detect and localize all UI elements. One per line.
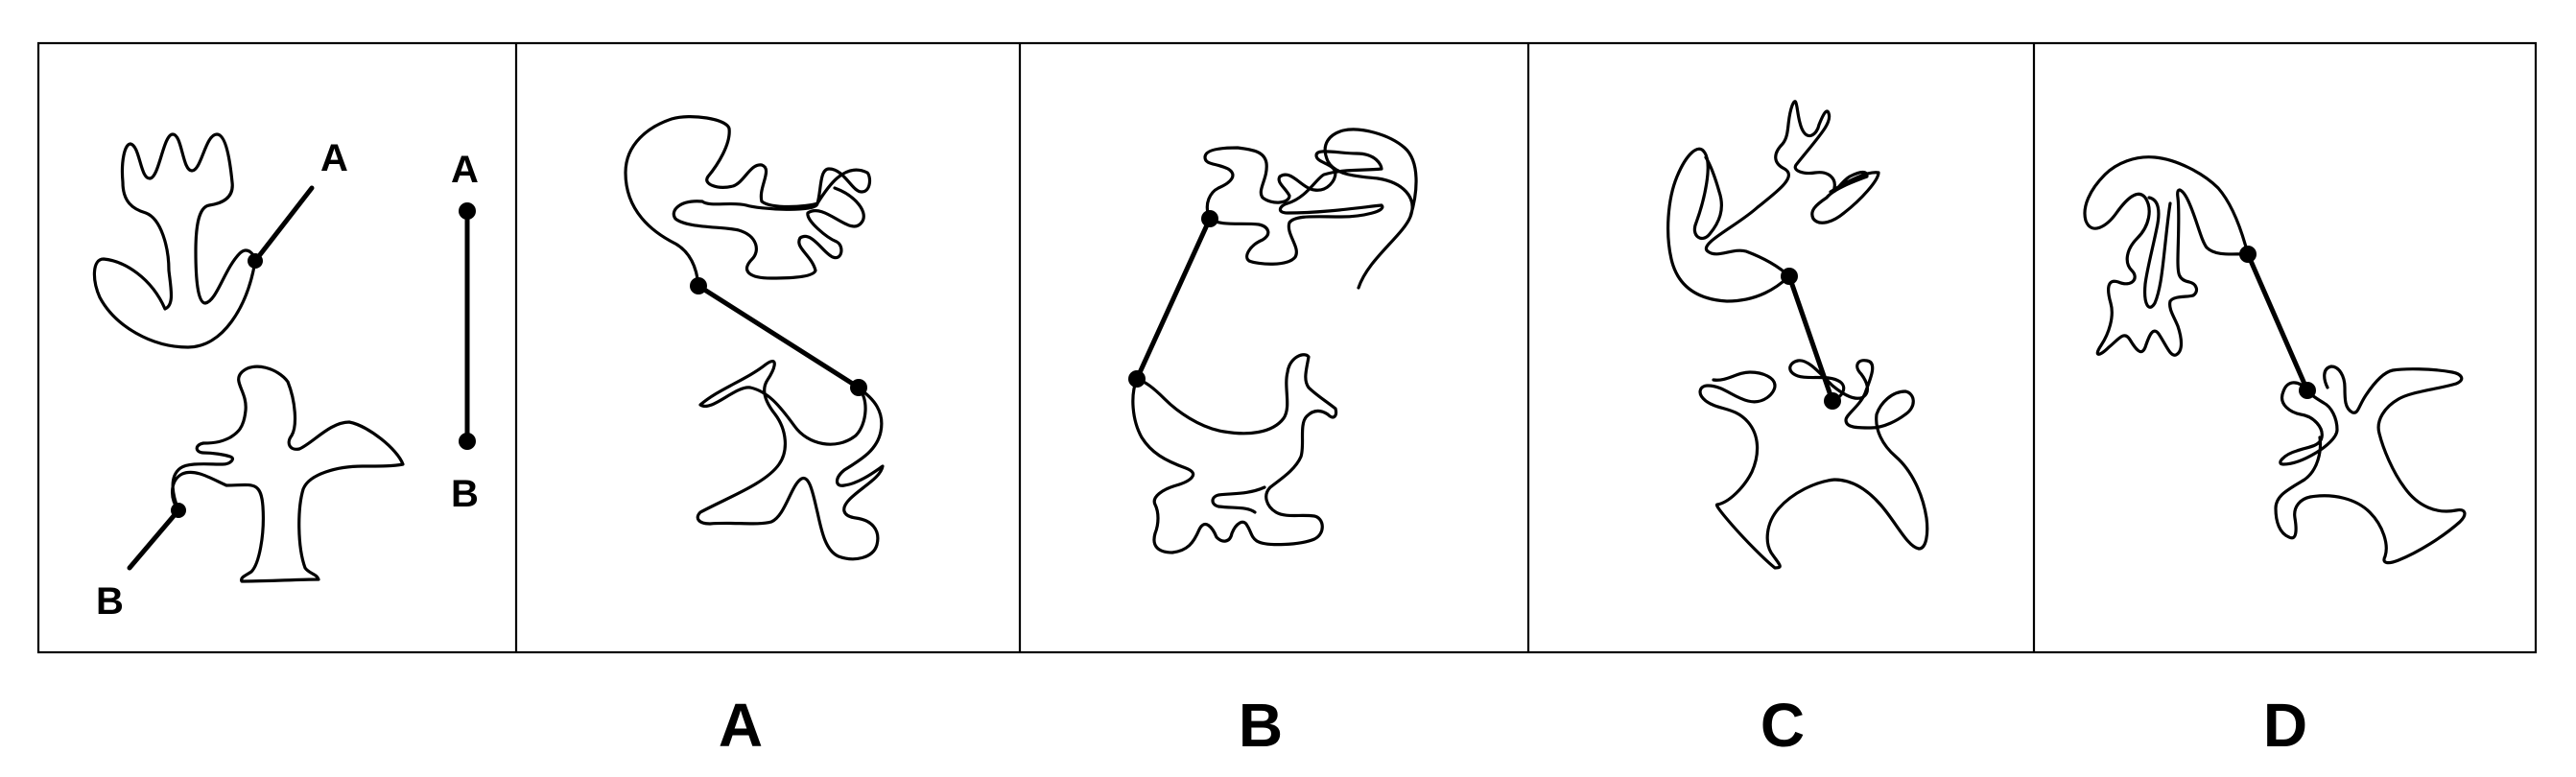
option-d-panel <box>2085 157 2465 563</box>
reference-top-label: A <box>451 149 479 191</box>
option-b-link-line <box>1137 219 1210 379</box>
option-d-point-2 <box>2299 382 2316 399</box>
point-a-label: A <box>320 137 348 179</box>
option-a-point-2 <box>850 379 867 396</box>
option-d-point-1 <box>2239 246 2257 263</box>
option-c-label[interactable]: C <box>1761 691 1805 760</box>
option-b-upper-shape <box>1205 148 1383 264</box>
option-b-inner-loop <box>1213 487 1264 512</box>
option-c-panel <box>1668 102 1927 568</box>
option-a-link-line <box>698 286 859 388</box>
option-a-point-1 <box>690 277 707 294</box>
option-b-label[interactable]: B <box>1239 691 1283 760</box>
option-a-label[interactable]: A <box>719 691 763 760</box>
puzzle-frame <box>38 43 2536 652</box>
option-d-label[interactable]: D <box>2263 691 2307 760</box>
option-c-upper-shape <box>1706 102 1879 276</box>
option-a-panel <box>626 117 883 559</box>
option-c-swirl <box>1668 149 1789 301</box>
option-c-link-line <box>1789 276 1832 401</box>
bird-link-line <box>130 510 178 568</box>
bird-point-b <box>171 503 186 518</box>
tulip-shape <box>94 134 255 347</box>
option-b-lower-shape <box>1133 355 1336 553</box>
bird-shape <box>173 366 403 581</box>
option-c-point-1 <box>1781 268 1798 285</box>
tulip-point-a <box>248 253 263 269</box>
tulip-link-line <box>255 188 312 261</box>
option-b-point-2 <box>1128 370 1146 388</box>
option-c-point-2 <box>1824 392 1841 410</box>
reference-bottom-label: B <box>451 473 479 515</box>
option-a-upper-shape <box>626 117 869 286</box>
option-d-link-line <box>2248 254 2307 390</box>
reference-point-b <box>459 433 476 450</box>
point-b-label: B <box>96 580 124 623</box>
option-b-point-1 <box>1201 210 1218 227</box>
option-b-panel <box>1128 130 1416 553</box>
option-d-upper-shape <box>2085 157 2248 356</box>
reference-point-a <box>459 202 476 220</box>
option-c-lower-shape <box>1700 361 1927 568</box>
question-panel: A B A B <box>94 134 478 623</box>
